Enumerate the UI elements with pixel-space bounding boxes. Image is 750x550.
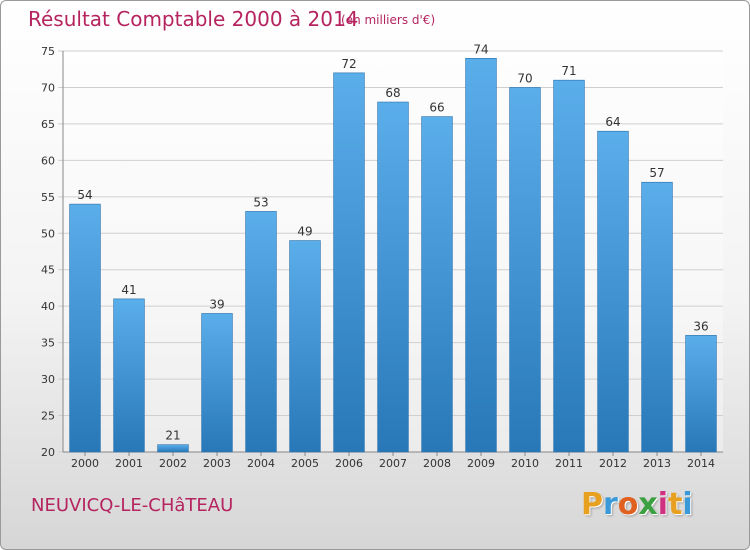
data-label: 72 — [341, 57, 356, 71]
brand-letter: t — [668, 487, 683, 522]
x-tick-label: 2004 — [247, 457, 275, 470]
bar-2013 — [641, 181, 673, 453]
data-label: 74 — [473, 42, 488, 56]
brand-letter: i — [682, 487, 693, 522]
bar-2000 — [69, 203, 101, 453]
brand-letter: i — [657, 487, 669, 522]
bar-2004 — [245, 211, 277, 453]
y-tick-label: 30 — [41, 373, 55, 386]
bar-2010 — [509, 87, 541, 453]
x-tick-label: 2007 — [379, 457, 407, 470]
bar-2008 — [421, 116, 453, 453]
x-tick-label: 2006 — [335, 457, 363, 470]
chart-title: Résultat Comptable 2000 à 2014 — [28, 7, 359, 31]
x-tick-label: 2000 — [71, 457, 99, 470]
data-label: 41 — [121, 283, 136, 297]
bar-2005 — [289, 240, 321, 453]
data-label: 71 — [561, 64, 576, 78]
data-label: 39 — [209, 297, 224, 311]
bar-2006 — [333, 72, 365, 453]
data-label: 64 — [605, 115, 620, 129]
proxiti-logo: Proxiti — [581, 487, 693, 522]
y-tick-label: 50 — [41, 227, 55, 240]
data-label: 49 — [297, 225, 312, 239]
x-tick-label: 2003 — [203, 457, 231, 470]
chart-subtitle: (en milliers d'€) — [341, 13, 436, 27]
x-tick-label: 2013 — [643, 457, 671, 470]
y-tick-label: 35 — [41, 337, 55, 350]
bar-2011 — [553, 79, 585, 453]
data-label: 68 — [385, 86, 400, 100]
x-tick-label: 2009 — [467, 457, 495, 470]
y-tick-label: 20 — [41, 446, 55, 459]
data-label: 36 — [693, 319, 708, 333]
data-label: 53 — [253, 195, 268, 209]
data-label: 21 — [165, 429, 180, 443]
x-tick-label: 2012 — [599, 457, 627, 470]
x-tick-label: 2008 — [423, 457, 451, 470]
y-tick-label: 75 — [41, 45, 55, 58]
data-label: 57 — [649, 166, 664, 180]
data-label: 70 — [517, 71, 532, 85]
bar-2014 — [685, 335, 717, 453]
y-tick-label: 25 — [41, 410, 55, 423]
brand-letter: r — [603, 487, 618, 522]
x-tick-label: 2011 — [555, 457, 583, 470]
y-tick-label: 40 — [41, 300, 55, 313]
bar-2012 — [597, 130, 629, 453]
bar-2002 — [157, 444, 189, 453]
x-tick-label: 2002 — [159, 457, 187, 470]
brand-letter: o — [617, 487, 639, 522]
x-tick-label: 2005 — [291, 457, 319, 470]
commune-name: NEUVICQ-LE-CHâTEAU — [31, 495, 234, 516]
data-label: 66 — [429, 101, 444, 115]
x-tick-label: 2001 — [115, 457, 143, 470]
x-tick-label: 2010 — [511, 457, 539, 470]
y-tick-label: 45 — [41, 264, 55, 277]
data-label: 54 — [77, 188, 92, 202]
bar-2007 — [377, 101, 409, 453]
x-tick-label: 2014 — [687, 457, 715, 470]
bar-2003 — [201, 313, 233, 453]
y-tick-label: 70 — [41, 81, 55, 94]
y-tick-label: 60 — [41, 154, 55, 167]
bar-2009 — [465, 57, 497, 453]
brand-letter: P — [581, 487, 603, 522]
bar-2001 — [113, 298, 145, 453]
y-tick-label: 55 — [41, 191, 55, 204]
y-tick-label: 65 — [41, 118, 55, 131]
brand-letter: x — [638, 487, 658, 522]
